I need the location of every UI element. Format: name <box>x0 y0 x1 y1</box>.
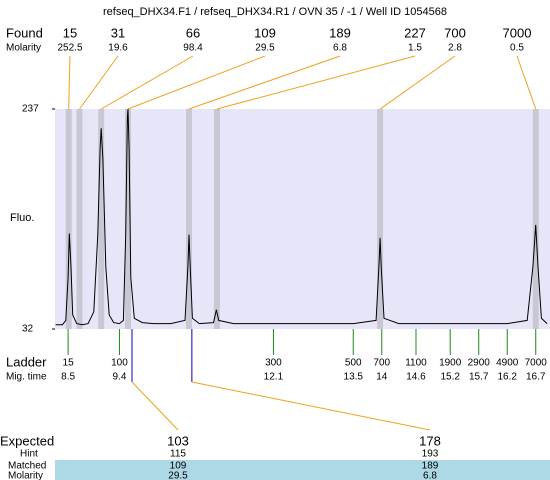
y-tick-label: 32 <box>22 324 34 335</box>
found-molarity: 19.6 <box>108 43 128 54</box>
found-molarity: 252.5 <box>57 43 82 54</box>
hint-size: 193 <box>422 449 439 460</box>
ladder-time: 16.2 <box>497 372 517 383</box>
found-connector <box>216 55 416 110</box>
found-connector <box>79 55 119 110</box>
found-size: 66 <box>186 25 200 40</box>
found-molarity: 98.4 <box>183 43 203 54</box>
matched-molarity: 6.8 <box>423 471 437 480</box>
plot-area <box>55 109 550 329</box>
ladder-time: 15.2 <box>440 372 460 383</box>
found-size: 227 <box>404 25 426 40</box>
peak-band <box>65 109 72 329</box>
found-size: 31 <box>111 25 125 40</box>
expected-connector <box>131 381 179 431</box>
found-size: 109 <box>254 25 276 40</box>
ladder-time: 15.7 <box>469 372 489 383</box>
found-molarity: 29.5 <box>255 43 275 54</box>
matched-band <box>55 460 550 480</box>
ladder-size: 700 <box>373 358 390 369</box>
exp-molarity-label: Molarity <box>8 471 43 480</box>
hint-label: Hint <box>20 449 38 460</box>
found-molarity: 6.8 <box>333 43 347 54</box>
peak-band <box>532 109 539 329</box>
matched-size: 109 <box>170 461 187 472</box>
hint-size: 115 <box>170 449 186 460</box>
found-connector <box>127 55 266 110</box>
ladder-size: 500 <box>345 358 362 369</box>
ladder-time: 14.6 <box>406 372 426 383</box>
ladder-size: 4900 <box>496 358 519 369</box>
ladder-size: 1100 <box>405 358 427 369</box>
found-size: 700 <box>444 25 466 40</box>
ladder-size: 1900 <box>439 358 462 369</box>
y-tick-label: 237 <box>22 104 39 115</box>
ladder-time: 14 <box>376 372 388 383</box>
expected-size: 178 <box>419 433 441 448</box>
found-size: 15 <box>63 25 77 40</box>
ladder-time: 13.5 <box>344 372 364 383</box>
found-molarity: 1.5 <box>408 43 422 54</box>
ladder-size: 2900 <box>468 358 491 369</box>
ladder-size: 7000 <box>525 358 548 369</box>
found-connector <box>516 55 537 110</box>
found-label: Found <box>6 25 43 40</box>
matched-molarity: 29.5 <box>168 471 188 480</box>
expected-label: Expected <box>0 433 54 448</box>
found-connector <box>100 55 194 110</box>
found-connector <box>188 55 341 110</box>
peak-band <box>76 109 83 329</box>
found-connector <box>68 55 71 110</box>
found-molarity: 2.8 <box>448 43 462 54</box>
ladder-size: 15 <box>63 358 75 369</box>
ladder-size: 300 <box>265 358 282 369</box>
time-label: Mig. time <box>6 372 47 383</box>
peak-band <box>213 109 220 329</box>
peak-band <box>377 109 384 329</box>
expected-size: 103 <box>167 433 189 448</box>
expected-connector <box>191 381 431 431</box>
molarity-label: Molarity <box>6 43 41 54</box>
matched-size: 189 <box>422 461 439 472</box>
ladder-time: 12.1 <box>264 372 284 383</box>
ladder-size: 100 <box>111 358 128 369</box>
found-size: 189 <box>329 25 351 40</box>
found-molarity: 0.5 <box>510 43 524 54</box>
ladder-time: 8.5 <box>61 372 75 383</box>
matched-label: Matched <box>8 461 46 472</box>
peak-band <box>98 109 105 329</box>
ladder-label: Ladder <box>6 354 47 369</box>
ladder-time: 16.7 <box>526 372 546 383</box>
peak-band <box>186 109 193 329</box>
found-connector <box>379 55 456 110</box>
found-size: 7000 <box>503 25 532 40</box>
title: refseq_DHX34.F1 / refseq_DHX34.R1 / OVN … <box>103 6 447 18</box>
y-label: Fluo. <box>10 212 34 224</box>
ladder-time: 9.4 <box>112 372 126 383</box>
peak-band <box>124 109 131 329</box>
trace <box>55 108 548 326</box>
